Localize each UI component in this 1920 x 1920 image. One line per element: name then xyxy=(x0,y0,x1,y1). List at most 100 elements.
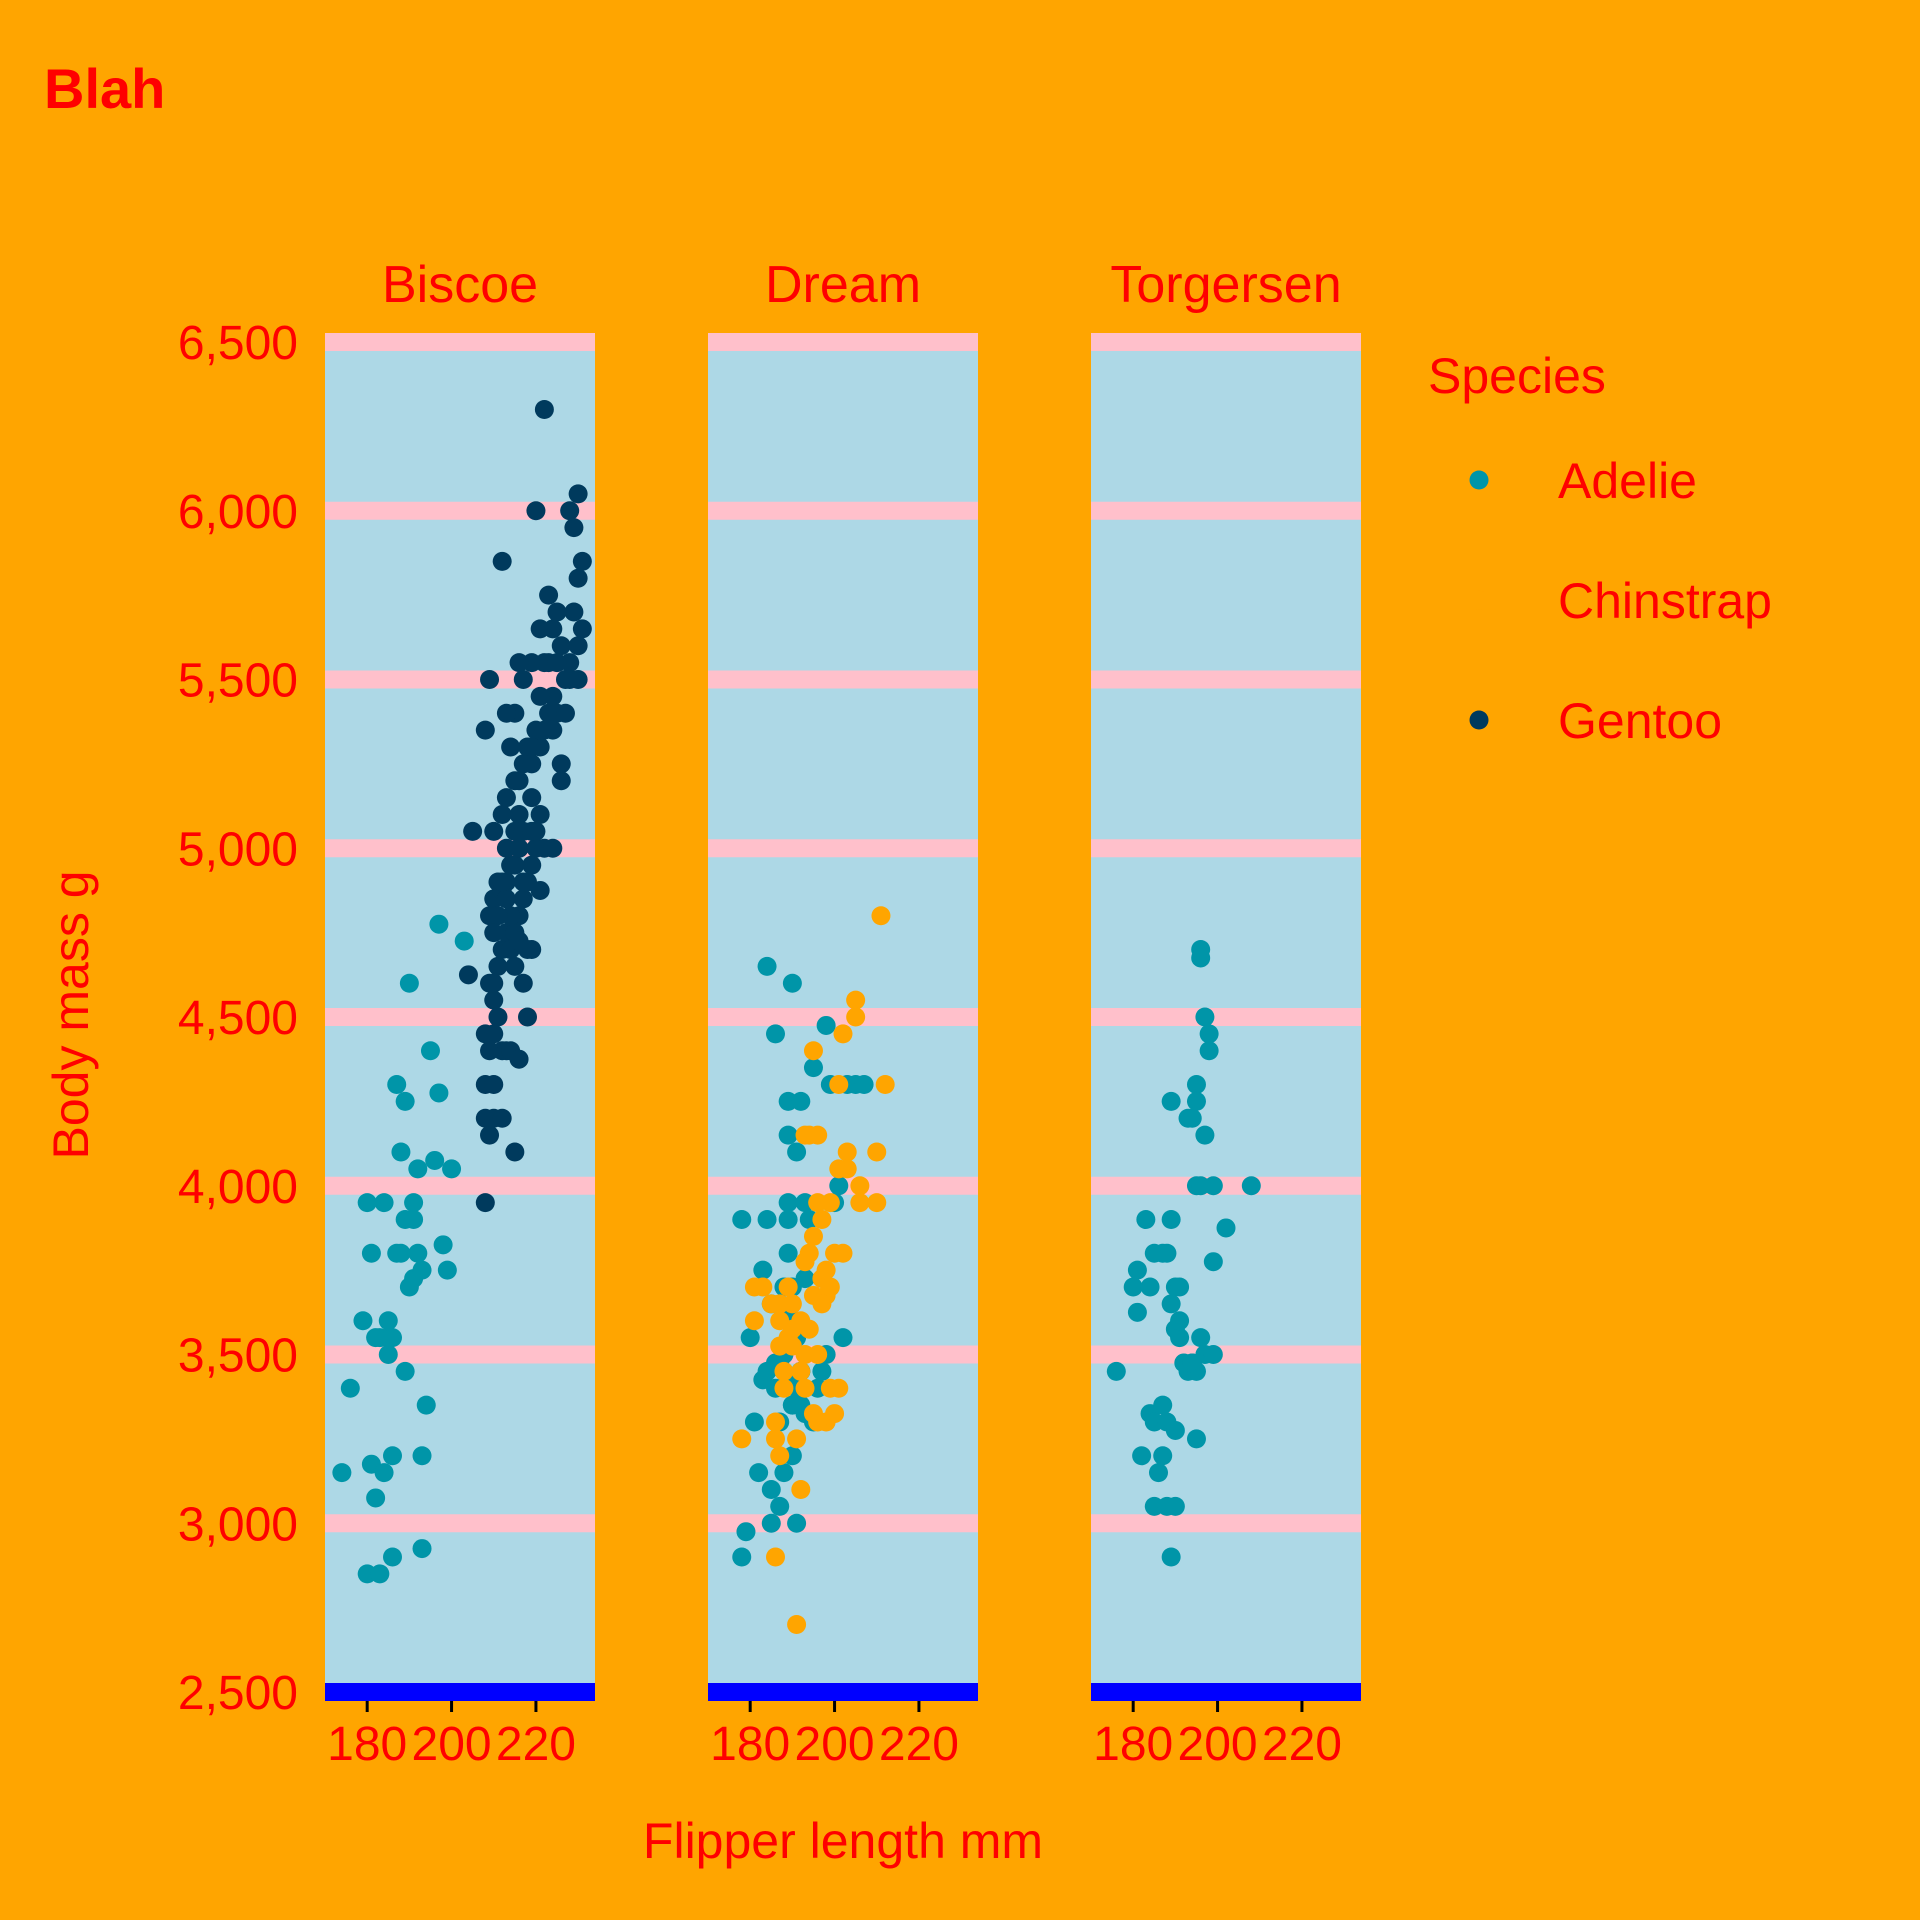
data-point xyxy=(766,1412,785,1432)
data-point xyxy=(366,1328,386,1348)
data-point xyxy=(509,838,529,858)
legend-items: Adelie Chinstrap Gentoo xyxy=(1469,453,1772,749)
data-point xyxy=(429,914,449,934)
x-axis-title: Flipper length mm xyxy=(643,1813,1043,1869)
data-point xyxy=(391,1243,411,1263)
data-point xyxy=(766,1024,785,1044)
chart-title: Blah xyxy=(44,57,165,120)
data-point xyxy=(530,805,550,824)
data-point xyxy=(1203,1252,1223,1272)
data-point xyxy=(1203,1345,1223,1364)
data-point xyxy=(1186,1075,1206,1094)
data-point xyxy=(1170,1311,1190,1331)
data-point xyxy=(378,1311,398,1331)
data-point xyxy=(522,754,542,774)
data-point xyxy=(1165,1420,1185,1440)
data-point xyxy=(484,821,504,841)
data-point xyxy=(1132,1446,1152,1466)
y-tick-label: 4,000 xyxy=(178,1161,298,1214)
data-point xyxy=(547,653,567,673)
data-point xyxy=(1140,1277,1160,1297)
data-point xyxy=(795,1378,815,1398)
data-point xyxy=(404,1193,424,1213)
series-chinstrap xyxy=(732,906,895,1634)
data-point xyxy=(564,518,584,538)
data-point xyxy=(732,1429,752,1449)
data-point xyxy=(530,686,550,706)
data-point xyxy=(361,1243,381,1263)
data-point xyxy=(782,1395,802,1415)
data-point xyxy=(518,1007,537,1027)
data-point xyxy=(509,653,529,673)
data-point xyxy=(803,1041,823,1061)
data-point xyxy=(568,568,588,588)
data-point xyxy=(770,1311,790,1331)
data-point xyxy=(496,703,516,723)
data-point xyxy=(395,1091,415,1111)
data-point xyxy=(492,551,512,571)
x-tick-label: 200 xyxy=(1178,1718,1258,1771)
y-tick-label: 4,500 xyxy=(178,992,298,1045)
y-tick-label: 5,000 xyxy=(178,823,298,876)
data-point xyxy=(761,1513,781,1533)
data-point xyxy=(787,1429,807,1449)
data-point xyxy=(787,1513,807,1533)
data-point xyxy=(488,906,508,926)
x-tick-label: 200 xyxy=(412,1718,492,1771)
data-point xyxy=(1241,1176,1261,1196)
data-point xyxy=(744,1412,764,1432)
data-point xyxy=(774,1361,794,1381)
data-point xyxy=(374,1463,394,1483)
data-point xyxy=(505,956,525,976)
data-point xyxy=(551,771,571,791)
data-point xyxy=(387,1075,407,1094)
data-point xyxy=(774,1378,794,1398)
data-point xyxy=(1191,1328,1211,1348)
legend-title: Species xyxy=(1428,348,1606,404)
data-point xyxy=(492,805,512,824)
data-point xyxy=(353,1311,373,1331)
data-point xyxy=(1186,1091,1206,1111)
data-point xyxy=(778,1125,798,1145)
data-point xyxy=(1170,1328,1190,1348)
facet-label: Torgersen xyxy=(1110,256,1341,314)
data-point xyxy=(496,788,516,808)
data-point xyxy=(795,1269,815,1289)
data-point xyxy=(568,636,588,656)
data-point xyxy=(522,855,542,875)
data-point xyxy=(812,1210,832,1229)
data-point xyxy=(1136,1210,1156,1229)
data-point xyxy=(543,838,563,858)
y-axis: 2,500 3,000 3,500 4,000 4,500 5,000 5,500 6,000… xyxy=(178,317,298,1720)
y-tick-label: 2,500 xyxy=(178,1667,298,1720)
data-point xyxy=(378,1345,398,1364)
data-point xyxy=(732,1210,752,1229)
data-point xyxy=(568,484,588,504)
data-point xyxy=(736,1522,756,1542)
data-point xyxy=(812,1361,832,1381)
data-point xyxy=(484,923,504,943)
facet-torgersen: Torgersen 180 200 220 xyxy=(1091,256,1361,1771)
y-tick-label: 3,500 xyxy=(178,1330,298,1383)
data-point xyxy=(454,931,474,951)
data-point xyxy=(509,805,529,824)
data-point xyxy=(425,1150,445,1170)
data-point xyxy=(383,1547,402,1567)
data-point xyxy=(1157,1243,1177,1263)
facet-dream: Dream 180 200 220 xyxy=(708,256,978,1771)
data-point xyxy=(812,1294,832,1314)
data-point xyxy=(412,1260,432,1280)
x-tick-label: 220 xyxy=(1262,1718,1342,1771)
data-point xyxy=(766,1429,785,1449)
data-point xyxy=(492,872,512,892)
data-point xyxy=(395,1361,415,1381)
data-point xyxy=(505,1142,525,1162)
facet-label: Biscoe xyxy=(382,256,538,314)
series-adelie xyxy=(1106,940,1261,1567)
data-point xyxy=(799,1243,819,1263)
data-point xyxy=(374,1193,394,1213)
data-point xyxy=(1191,1176,1211,1196)
facet-label: Dream xyxy=(765,256,921,314)
data-point xyxy=(433,1235,453,1255)
